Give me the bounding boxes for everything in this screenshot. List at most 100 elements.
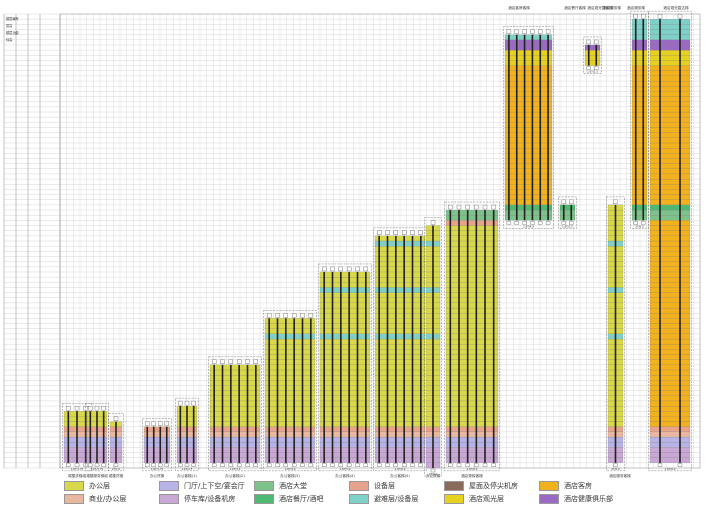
floor-band — [649, 127, 691, 133]
floor-band — [649, 318, 691, 324]
car-head-box — [545, 29, 551, 34]
elevator-car-line — [115, 421, 117, 463]
car-foot-box — [145, 463, 150, 467]
elevator-car-line — [679, 19, 681, 463]
car-foot-box — [94, 463, 100, 467]
elevator-car-line — [411, 235, 414, 463]
floor-band — [374, 277, 426, 283]
elevator-car-line — [403, 235, 405, 463]
group-bracket — [583, 36, 602, 74]
floor-band — [374, 313, 426, 319]
floor-band — [374, 431, 426, 438]
floor-band — [209, 390, 261, 396]
floor-band — [631, 70, 648, 77]
floor-band — [649, 209, 691, 216]
car-foot-box — [569, 221, 574, 225]
car-foot-box — [292, 463, 297, 467]
elevator-car-line — [614, 204, 617, 463]
floor-band — [649, 163, 691, 169]
floor-band — [319, 292, 371, 298]
floor-band — [445, 246, 499, 252]
legend-item: 酒店大堂 — [254, 480, 307, 492]
floor-band — [319, 313, 371, 319]
floor-band — [631, 194, 648, 200]
floor-band — [374, 240, 426, 247]
floor-band — [374, 426, 426, 432]
legend-label: 屋面及停尖机房 — [469, 482, 518, 490]
elevator-car-line — [595, 44, 598, 66]
floor-band — [631, 19, 648, 25]
car-foot-box — [613, 463, 618, 467]
floor-band — [649, 297, 691, 304]
floor-band — [445, 333, 499, 340]
car-head-box — [377, 230, 382, 235]
car-head-box — [253, 359, 258, 364]
floor-band — [445, 220, 499, 226]
floor-band — [649, 359, 691, 365]
floor-band — [504, 111, 553, 118]
floor-band — [504, 158, 553, 164]
car-head-box — [385, 230, 390, 235]
floor-band — [445, 307, 499, 314]
car-foot-box — [347, 463, 352, 467]
elevator-car-line — [246, 364, 249, 463]
car-head-box — [145, 421, 150, 426]
floor-band — [504, 137, 553, 144]
car-head-box — [74, 406, 80, 411]
floor-band — [649, 24, 691, 30]
floor-band — [445, 354, 499, 360]
floor-band — [649, 457, 691, 463]
car-foot-box — [267, 463, 272, 467]
floor-band — [649, 416, 691, 422]
floor-band — [649, 426, 691, 432]
floor-band — [631, 142, 648, 149]
floor-band — [209, 375, 261, 381]
floor-band — [319, 369, 371, 376]
floor-band — [631, 163, 648, 169]
elevator-car-line — [159, 426, 162, 463]
legend-item: 酒店健康俱乐部 — [539, 493, 613, 505]
floor-band — [649, 344, 691, 350]
floor-band — [445, 338, 499, 345]
floor-band — [445, 251, 499, 257]
floor-band — [319, 277, 371, 283]
floor-band — [631, 148, 648, 154]
floor-band — [209, 400, 261, 407]
floor-band — [319, 302, 371, 309]
floor-band — [445, 271, 499, 278]
legend-label: 设备层 — [374, 482, 395, 490]
floor-band — [504, 204, 553, 211]
floor-band — [445, 261, 499, 267]
car-head-box — [410, 230, 415, 235]
floor-band — [504, 55, 553, 61]
car-head-box — [633, 14, 638, 19]
car-foot-box — [300, 463, 305, 467]
car-foot-box — [633, 221, 638, 225]
elevator-group: 1.6T/1.75 — [142, 418, 172, 472]
car-foot-box — [474, 463, 479, 467]
car-foot-box — [228, 463, 233, 467]
floor-band — [649, 411, 691, 417]
floor-band — [649, 101, 691, 107]
floor-band — [504, 122, 553, 128]
floor-band — [631, 199, 648, 205]
floor-band — [374, 354, 426, 360]
elevator-car-line — [378, 235, 380, 463]
floor-band — [631, 75, 648, 82]
elevator-car-line — [531, 34, 534, 221]
floor-band — [504, 75, 553, 82]
car-head-box — [393, 230, 398, 235]
elevator-group: 2T/6.0 — [424, 217, 442, 477]
elevator-group: 1.6T/1.75 — [85, 403, 109, 472]
floor-band — [445, 400, 499, 407]
floor-band — [319, 405, 371, 412]
floor-band — [649, 29, 691, 35]
floor-band — [649, 246, 691, 252]
floor-band — [649, 261, 691, 267]
car-head-box — [657, 14, 663, 19]
floor-band — [649, 369, 691, 376]
car-foot-box — [191, 463, 196, 467]
car-head-box — [522, 29, 527, 34]
legend-swatch — [254, 494, 274, 504]
